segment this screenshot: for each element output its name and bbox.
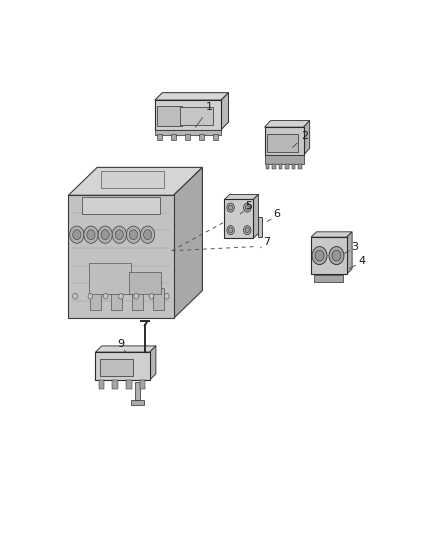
Bar: [285, 164, 289, 169]
Polygon shape: [155, 130, 221, 134]
Bar: [132, 288, 143, 310]
Circle shape: [144, 230, 152, 240]
Bar: [156, 106, 182, 126]
Circle shape: [315, 251, 324, 261]
Circle shape: [164, 293, 169, 299]
Bar: [272, 164, 276, 169]
Bar: [101, 172, 164, 188]
Text: 9: 9: [117, 339, 124, 349]
Bar: [267, 134, 298, 152]
Bar: [99, 380, 104, 389]
Bar: [88, 263, 131, 294]
Text: 4: 4: [358, 256, 366, 266]
Text: 1: 1: [206, 102, 213, 112]
Text: 2: 2: [300, 131, 308, 141]
Polygon shape: [150, 346, 156, 380]
Bar: [213, 134, 219, 140]
Polygon shape: [68, 195, 173, 318]
Bar: [130, 272, 161, 294]
Circle shape: [73, 293, 78, 299]
Polygon shape: [95, 352, 150, 380]
Circle shape: [227, 203, 234, 212]
Circle shape: [229, 228, 233, 232]
Circle shape: [244, 225, 251, 235]
Polygon shape: [131, 400, 144, 405]
Bar: [265, 155, 304, 164]
Circle shape: [126, 226, 141, 243]
Circle shape: [227, 225, 234, 235]
Polygon shape: [95, 346, 156, 352]
Text: 3: 3: [352, 241, 359, 252]
Polygon shape: [173, 167, 202, 318]
Polygon shape: [265, 127, 304, 155]
Polygon shape: [311, 237, 346, 274]
Circle shape: [70, 226, 84, 243]
Polygon shape: [265, 120, 310, 127]
Circle shape: [229, 205, 233, 210]
Circle shape: [98, 226, 112, 243]
Circle shape: [329, 247, 344, 265]
Circle shape: [245, 205, 249, 210]
Polygon shape: [253, 195, 258, 238]
Text: 7: 7: [263, 238, 271, 247]
Bar: [266, 164, 269, 169]
Polygon shape: [346, 232, 352, 274]
Text: 6: 6: [274, 209, 281, 219]
Circle shape: [332, 251, 341, 261]
Polygon shape: [224, 195, 258, 199]
Bar: [180, 107, 213, 125]
Polygon shape: [155, 93, 229, 100]
Polygon shape: [258, 216, 262, 237]
Polygon shape: [224, 199, 253, 238]
Bar: [112, 380, 118, 389]
Polygon shape: [304, 120, 310, 155]
Polygon shape: [155, 100, 221, 130]
Bar: [157, 134, 162, 140]
Polygon shape: [68, 167, 202, 195]
Circle shape: [84, 226, 98, 243]
Circle shape: [87, 230, 95, 240]
Circle shape: [245, 228, 249, 232]
Circle shape: [312, 247, 327, 265]
Bar: [111, 288, 122, 310]
Text: 5: 5: [245, 200, 252, 211]
Circle shape: [134, 293, 138, 299]
Circle shape: [141, 226, 155, 243]
Bar: [279, 164, 282, 169]
Circle shape: [103, 293, 108, 299]
Polygon shape: [134, 382, 140, 400]
Circle shape: [101, 230, 109, 240]
Bar: [298, 164, 301, 169]
Circle shape: [244, 203, 251, 212]
Bar: [292, 164, 295, 169]
Circle shape: [129, 230, 138, 240]
Circle shape: [88, 293, 93, 299]
Bar: [314, 275, 343, 282]
Bar: [126, 380, 131, 389]
Circle shape: [149, 293, 154, 299]
Circle shape: [73, 230, 81, 240]
Bar: [185, 134, 191, 140]
Bar: [199, 134, 205, 140]
Circle shape: [115, 230, 124, 240]
Polygon shape: [311, 232, 352, 237]
Bar: [171, 134, 177, 140]
Polygon shape: [221, 93, 229, 130]
Bar: [82, 197, 160, 214]
Circle shape: [119, 293, 124, 299]
Bar: [90, 288, 101, 310]
Bar: [153, 288, 164, 310]
Circle shape: [112, 226, 127, 243]
Bar: [140, 380, 145, 389]
Bar: [99, 359, 133, 376]
